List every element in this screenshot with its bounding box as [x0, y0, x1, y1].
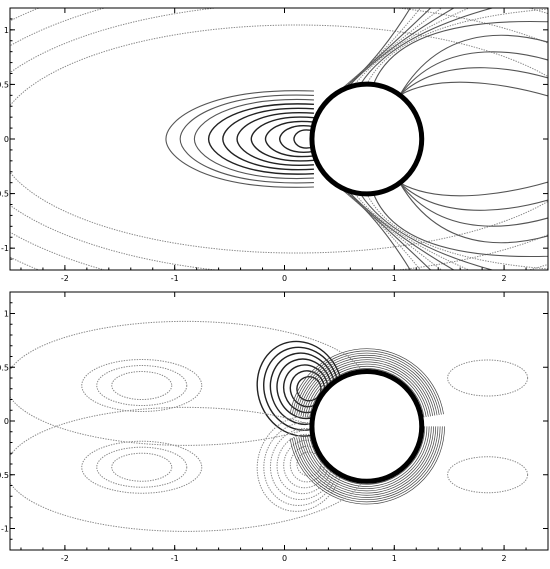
contour-line	[10, 8, 41, 270]
contour-line	[193, 98, 314, 180]
y-tick-label: -0.5	[0, 471, 9, 480]
axes-frame	[9, 7, 549, 271]
contour-line	[359, 8, 495, 85]
contour-line	[307, 366, 427, 418]
contour-lines	[10, 320, 529, 532]
x-tick-label: 0	[282, 274, 287, 283]
contour-line	[309, 426, 426, 485]
contour-line	[300, 426, 434, 494]
contour-line	[300, 359, 434, 416]
y-tick-label: -1	[1, 525, 9, 534]
top-contour-plot: -2 -1 0 1 2 -1 -0.5 0 0.5 1	[0, 7, 549, 283]
contour-line	[309, 368, 425, 418]
contour-line	[264, 120, 315, 158]
contour-line	[353, 192, 471, 270]
contour-line	[10, 24, 548, 254]
contour-line	[302, 361, 431, 417]
contour-line	[263, 422, 340, 506]
contour-line	[447, 359, 529, 397]
contour-line	[347, 190, 455, 270]
contour-lines	[10, 8, 548, 270]
contour-line	[372, 20, 548, 85]
contour-line	[399, 34, 548, 96]
x-tick-label: -2	[61, 274, 69, 283]
contour-line	[307, 426, 428, 487]
cylinder	[309, 81, 425, 197]
x-tick-label: 0	[282, 554, 287, 563]
contour-line	[294, 426, 441, 500]
y-tick-label: 0.5	[0, 80, 9, 89]
contour-line	[207, 103, 314, 175]
y-tick-label: -0.5	[0, 190, 9, 199]
contour-line	[347, 8, 455, 88]
contour-line	[304, 426, 430, 490]
contour-line	[399, 182, 548, 244]
contour-line	[399, 181, 548, 197]
y-tick-label: 1	[4, 310, 9, 319]
contour-line	[359, 193, 495, 270]
contour-line	[96, 365, 188, 407]
x-tick-label: 2	[502, 554, 507, 563]
contour-line	[81, 440, 203, 494]
x-tick-label: 1	[392, 554, 397, 563]
contour-line	[96, 446, 188, 488]
contour-line	[447, 456, 529, 494]
contour-line	[298, 357, 436, 416]
contour-line	[291, 350, 442, 415]
bottom-contour-plot: -2 -1 0 1 2 -1 -0.5 0 0.5 1	[0, 291, 549, 563]
contour-line	[304, 363, 429, 417]
contour-line	[399, 67, 548, 96]
y-tick-label: 1	[4, 26, 9, 35]
contour-line	[10, 8, 548, 270]
contour-line	[399, 51, 548, 96]
y-tick-label: 0	[4, 135, 9, 144]
contour-line	[222, 107, 314, 171]
contour-line	[399, 182, 548, 227]
contour-line	[399, 81, 548, 97]
contour-line	[276, 433, 333, 495]
y-tick-label: 0.5	[0, 363, 9, 372]
contour-line	[372, 193, 548, 258]
x-tick-label: -2	[61, 554, 69, 563]
contour-line	[399, 182, 548, 211]
contour-line	[293, 129, 315, 149]
contour-line	[353, 8, 471, 86]
contour-line	[250, 116, 314, 162]
contour-line	[289, 348, 444, 415]
contour-line	[289, 426, 445, 505]
cylinder	[309, 368, 425, 484]
x-tick-label: -1	[171, 274, 179, 283]
contour-line	[179, 94, 314, 184]
contour-line	[341, 8, 443, 91]
contour-line	[296, 355, 438, 416]
contour-line	[111, 452, 173, 482]
contour-line	[165, 90, 314, 188]
x-tick-label: 1	[392, 274, 397, 283]
contour-line	[81, 359, 203, 413]
contour-line	[366, 8, 548, 85]
contour-line	[269, 427, 336, 501]
contour-line	[279, 125, 315, 153]
contour-line	[236, 111, 314, 167]
contour-line	[294, 352, 440, 415]
contour-line	[302, 426, 432, 492]
x-tick-label: -1	[171, 554, 179, 563]
x-tick-label: 2	[502, 274, 507, 283]
contour-line	[366, 193, 548, 270]
contour-line	[291, 426, 443, 503]
contour-line	[298, 426, 437, 496]
contour-line	[111, 371, 173, 401]
y-tick-label: -1	[1, 244, 9, 253]
y-tick-label: 0	[4, 417, 9, 426]
contour-line	[296, 426, 439, 498]
